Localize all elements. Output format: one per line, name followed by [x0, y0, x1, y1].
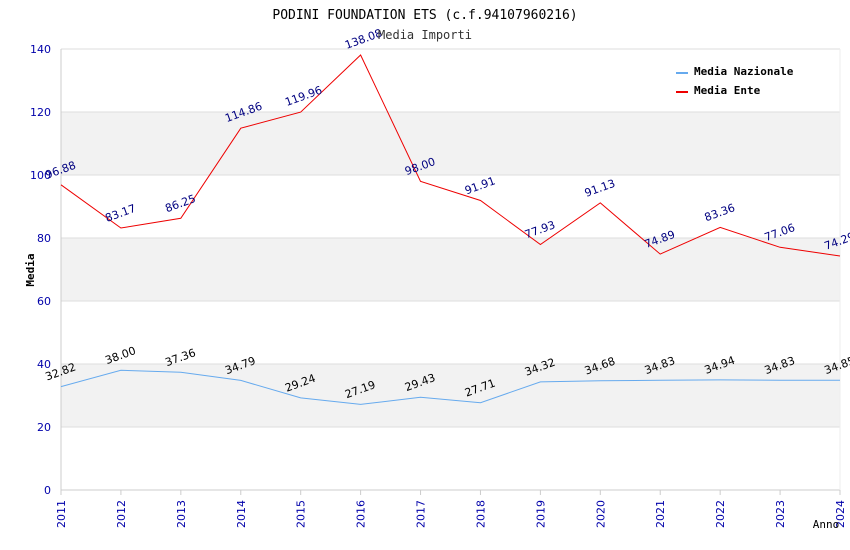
- chart-subtitle: Media Importi: [378, 28, 472, 42]
- series-line-media-ente: [60, 54, 841, 257]
- x-tick-label: 2021: [654, 500, 667, 528]
- grid-band: [61, 364, 840, 427]
- y-tick-label: 40: [37, 358, 51, 371]
- x-tick-label: 2012: [115, 500, 128, 528]
- x-tick-label: 2023: [774, 500, 787, 528]
- x-tick-label: 2018: [474, 500, 487, 528]
- grid-band: [61, 112, 840, 175]
- y-tick-label: 120: [30, 106, 51, 119]
- y-tick-label: 0: [44, 484, 51, 497]
- x-tick-label: 2019: [534, 500, 547, 528]
- legend-label: Media Nazionale: [694, 65, 794, 78]
- legend-label: Media Ente: [694, 84, 761, 97]
- x-tick-label: 2024: [834, 500, 847, 528]
- grid-band: [61, 238, 840, 301]
- y-tick-label: 140: [30, 43, 51, 56]
- x-tick-label: 2014: [235, 500, 248, 528]
- y-tick-label: 80: [37, 232, 51, 245]
- x-tick-label: 2011: [55, 500, 68, 528]
- chart-title: PODINI FOUNDATION ETS (c.f.94107960216): [272, 8, 577, 23]
- y-tick-label: 20: [37, 421, 51, 434]
- legend: Media Nazionale Media Ente: [676, 65, 794, 97]
- x-tick-label: 2017: [415, 500, 428, 528]
- x-tick-label: 2022: [714, 500, 727, 528]
- x-tick-label: 2015: [295, 500, 308, 528]
- x-tick-label: 2020: [594, 500, 607, 528]
- tick-labels: 0 20 40 60 80 100 120 140 2011 2012 2013 2014 2015 20…: [30, 43, 847, 528]
- y-tick-label: 60: [37, 295, 51, 308]
- axes: [60, 49, 841, 495]
- y-tick-label: 100: [30, 169, 51, 182]
- y-axis-label: Media: [24, 253, 37, 286]
- series-line-media-nazionale: [60, 369, 841, 405]
- x-tick-label: 2013: [175, 500, 188, 528]
- series-lines: [60, 54, 841, 405]
- x-axis-label: Anno: [813, 518, 840, 531]
- grid-bands: [61, 112, 840, 427]
- x-tick-label: 2016: [355, 500, 368, 528]
